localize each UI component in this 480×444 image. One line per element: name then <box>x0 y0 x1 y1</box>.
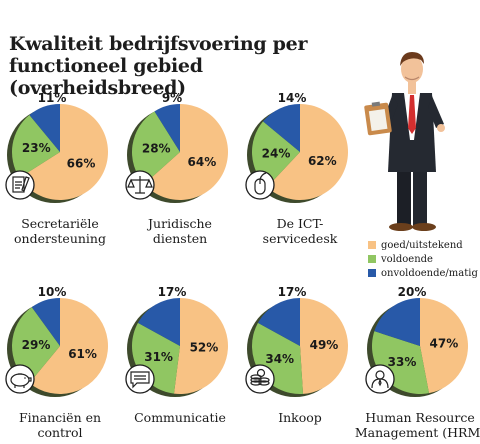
pie-label-adequate: 29% <box>22 338 51 352</box>
pie-label-good: 47% <box>430 337 459 351</box>
pie-label-poor: 17% <box>278 285 307 299</box>
scales-icon <box>127 176 153 194</box>
pie-label-adequate: 33% <box>388 355 417 369</box>
pie-slice-poor <box>257 298 300 346</box>
pie-label-good: 66% <box>67 157 96 171</box>
pie-label-poor: 14% <box>278 91 307 105</box>
pie-slice-poor <box>31 298 60 346</box>
speech-bubble-icon <box>130 371 150 389</box>
pie-slice-poor <box>374 298 420 346</box>
pie-caption: Inkoop <box>278 410 322 425</box>
document-pen-icon <box>12 176 30 193</box>
pie-caption: Juridische <box>146 216 212 231</box>
pie-label-good: 61% <box>68 347 97 361</box>
pie-slice-poor <box>154 104 180 152</box>
pie-slice-good <box>29 298 108 394</box>
legend-swatch-poor <box>368 269 376 277</box>
legend-label-poor: onvoldoende/matig <box>381 267 478 279</box>
pie-slice-good <box>300 298 348 394</box>
pie-caption: Human Resource <box>365 410 474 425</box>
pie-label-adequate: 34% <box>265 352 294 366</box>
legend-label-good: goed/uitstekend <box>381 239 463 251</box>
pie-caption: Financiën en <box>19 410 101 425</box>
legend: goed/uitstekend voldoende onvoldoende/ma… <box>368 238 478 280</box>
pie-label-adequate: 23% <box>22 141 51 155</box>
pie-slice-good <box>420 298 468 394</box>
pie-slice-adequate <box>11 307 60 383</box>
pie-label-adequate: 24% <box>262 147 291 161</box>
pie-caption: Communicatie <box>134 410 226 425</box>
pie-slice-good <box>19 104 108 200</box>
legend-swatch-good <box>368 241 376 249</box>
pie-caption: ondersteuning <box>14 231 106 246</box>
pie-label-adequate: 28% <box>142 142 171 156</box>
pie-slice-good <box>173 298 229 394</box>
pie-communicatie: 52% 31% 17% Communicatie <box>125 285 229 425</box>
pie-slice-poor <box>29 104 60 152</box>
pie-slice-poor <box>263 104 300 152</box>
pie-label-good: 64% <box>188 155 217 169</box>
pie-label-poor: 10% <box>38 285 67 299</box>
pie-slice-adequate <box>132 111 180 185</box>
legend-label-adequate: voldoende <box>381 253 433 265</box>
pie-caption: Management (HRM) <box>355 425 480 440</box>
legend-item-poor: onvoldoende/matig <box>368 266 478 280</box>
pie-caption: control <box>37 425 82 440</box>
pie-caption: Secretariële <box>21 216 99 231</box>
pie-label-poor: 20% <box>398 285 427 299</box>
icon-badge <box>245 170 275 200</box>
pie-label-poor: 9% <box>162 91 182 105</box>
person-icon <box>371 370 389 389</box>
piggy-bank-icon <box>10 373 32 388</box>
mouse-icon <box>254 172 267 195</box>
pie-label-poor: 17% <box>158 285 187 299</box>
pie-slice-good <box>144 104 228 200</box>
pie-slice-poor <box>137 298 180 346</box>
pie-label-good: 52% <box>190 341 219 355</box>
coins-icon <box>250 368 270 386</box>
icon-badge <box>5 364 35 394</box>
chart-title: Kwaliteit bedrijfsvoering per functionee… <box>9 33 308 99</box>
pie-label-poor: 11% <box>38 91 67 105</box>
pie-inkoop: 49% 34% 17% Inkoop <box>245 285 348 425</box>
businessman-illustration <box>364 52 445 231</box>
pie-label-adequate: 31% <box>144 350 173 364</box>
pie-caption: servicedesk <box>263 231 338 246</box>
pie-label-good: 49% <box>310 338 339 352</box>
pie-label-good: 62% <box>308 154 337 168</box>
legend-swatch-adequate <box>368 255 376 263</box>
pie-caption: diensten <box>153 231 207 246</box>
pie-slice-good <box>267 104 349 200</box>
pie-slice-adequate <box>12 115 61 178</box>
legend-item-good: goed/uitstekend <box>368 238 478 252</box>
legend-item-adequate: voldoende <box>368 252 478 266</box>
pie-caption: De ICT- <box>277 216 324 231</box>
pie-de-ict-servicedesk: 62% 24% 14% De ICT-servicedesk <box>245 91 349 246</box>
pie-slice-adequate <box>251 121 300 187</box>
